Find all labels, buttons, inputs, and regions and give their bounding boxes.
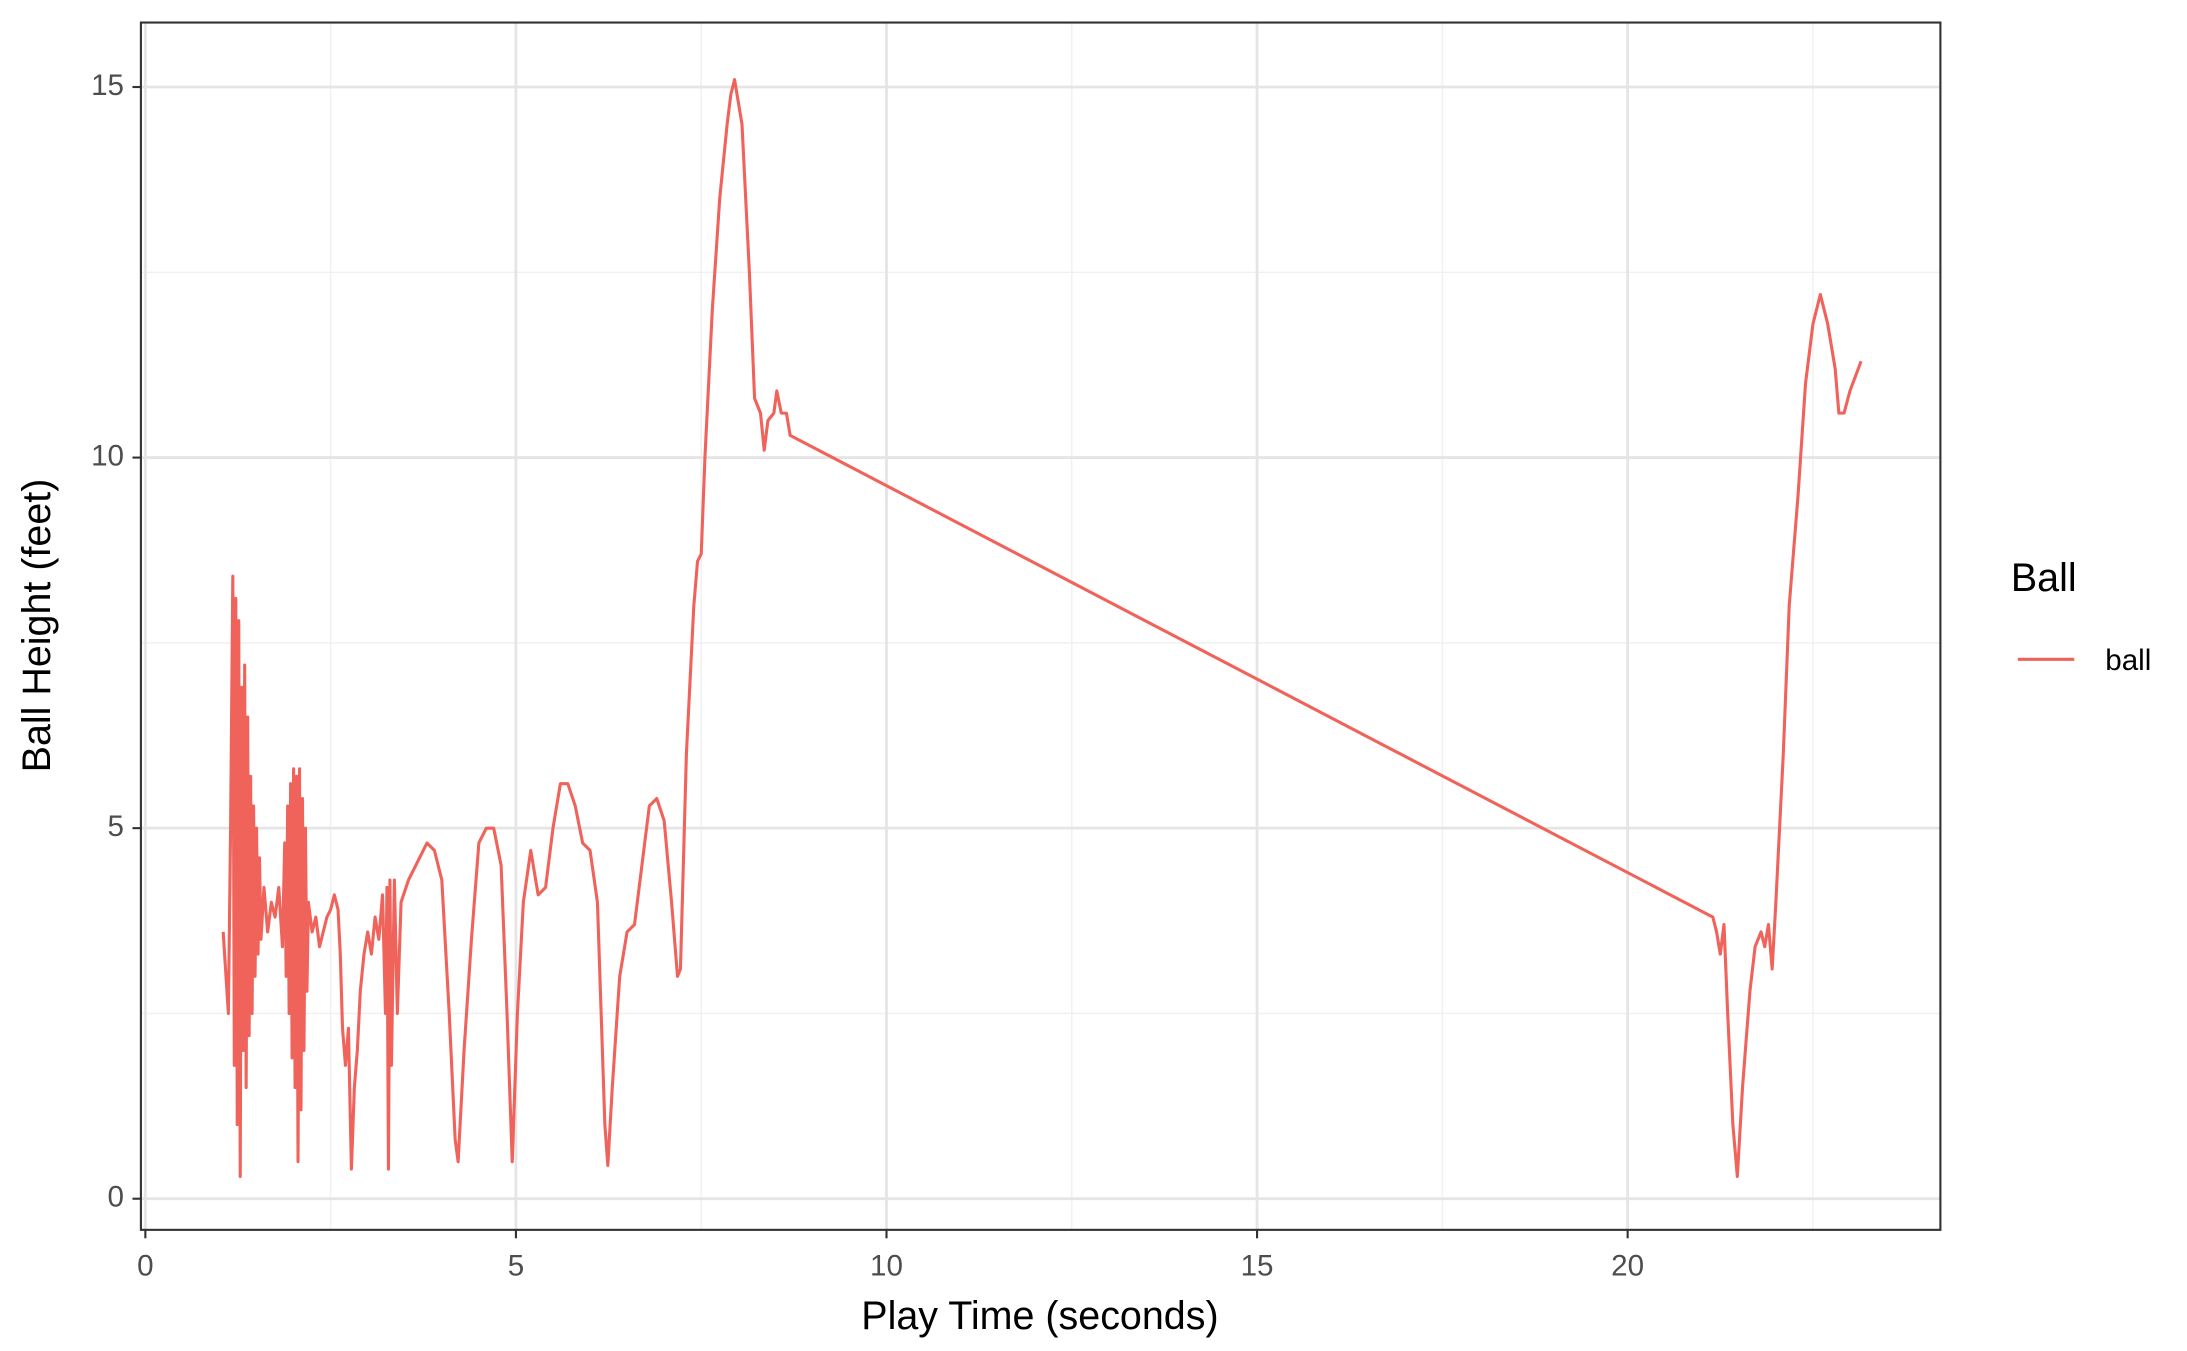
- x-tick-label: 10: [870, 1250, 903, 1283]
- y-tick-label: 15: [91, 69, 124, 102]
- x-axis-title: Play Time (seconds): [861, 1294, 1218, 1338]
- y-tick-label: 10: [91, 439, 124, 472]
- legend-title: Ball: [2011, 556, 2077, 600]
- y-axis-title: Ball Height (feet): [15, 479, 59, 773]
- legend-label: ball: [2105, 644, 2151, 677]
- data-line: [221, 78, 1863, 1179]
- x-tick-label: 0: [137, 1250, 153, 1283]
- y-tick-label: 5: [108, 810, 124, 843]
- y-tick-label: 0: [108, 1181, 124, 1214]
- x-tick-label: 20: [1611, 1250, 1644, 1283]
- x-tick-label: 15: [1241, 1250, 1274, 1283]
- x-tick-label: 5: [508, 1250, 524, 1283]
- panel-border: [139, 21, 1942, 1231]
